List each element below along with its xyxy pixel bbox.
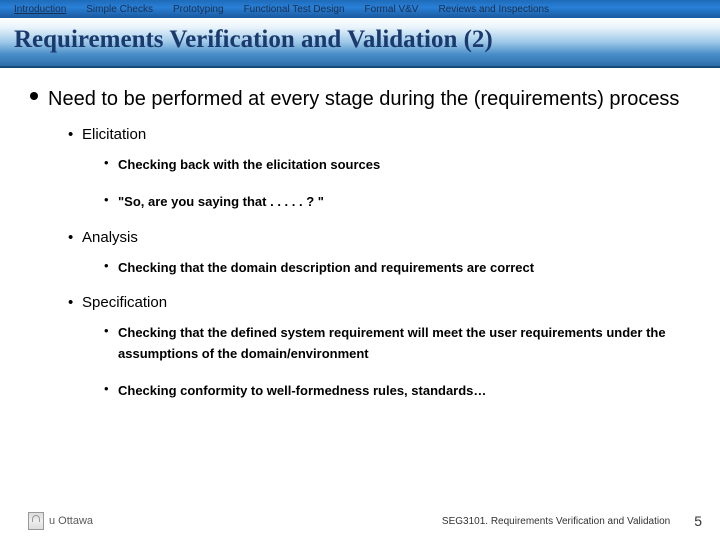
footer-right: SEG3101. Requirements Verification and V… [442,513,702,529]
main-bullet-text: Need to be performed at every stage duri… [48,86,688,112]
sub-sub-text: Checking back with the elicitation sourc… [118,155,688,176]
bullet-dot-icon [30,92,38,100]
nav-item-functional-test[interactable]: Functional Test Design [234,4,355,15]
nav-item-formal-vv[interactable]: Formal V&V [355,4,429,15]
nav-item-prototyping[interactable]: Prototyping [163,4,234,15]
sub-sub-item: Checking back with the elicitation sourc… [104,155,688,176]
sub-sub-text: "So, are you saying that . . . . . ? " [118,192,688,213]
sub-sub-list: Checking that the defined system require… [104,323,688,401]
content-area: Need to be performed at every stage duri… [0,68,720,402]
sub-label: Analysis [82,229,688,246]
sub-item-analysis: Analysis Checking that the domain descri… [68,229,688,279]
university-building-icon [28,512,44,530]
nav-item-simple-checks[interactable]: Simple Checks [76,4,163,15]
sub-sub-text: Checking that the defined system require… [118,323,688,365]
footer-course-text: SEG3101. Requirements Verification and V… [442,516,670,527]
sub-list: Elicitation Checking back with the elici… [68,126,688,402]
logo: u Ottawa [28,512,93,530]
page-number: 5 [694,513,702,529]
sub-sub-item: "So, are you saying that . . . . . ? " [104,192,688,213]
logo-text: u Ottawa [49,515,93,527]
sub-item-elicitation: Elicitation Checking back with the elici… [68,126,688,213]
sub-label: Elicitation [82,126,688,143]
sub-sub-text: Checking that the domain description and… [118,258,688,279]
title-band: Requirements Verification and Validation… [0,18,720,68]
sub-sub-list: Checking that the domain description and… [104,258,688,279]
slide-title: Requirements Verification and Validation… [14,26,493,54]
nav-item-introduction[interactable]: Introduction [4,4,76,15]
sub-sub-item: Checking that the domain description and… [104,258,688,279]
sub-item-specification: Specification Checking that the defined … [68,294,688,401]
main-bullet: Need to be performed at every stage duri… [48,86,688,112]
sub-sub-item: Checking that the defined system require… [104,323,688,365]
nav-bar: Introduction Simple Checks Prototyping F… [0,0,720,18]
sub-sub-text: Checking conformity to well-formedness r… [118,381,688,402]
sub-sub-list: Checking back with the elicitation sourc… [104,155,688,213]
sub-label: Specification [82,294,688,311]
nav-item-reviews[interactable]: Reviews and Inspections [428,4,559,15]
sub-sub-item: Checking conformity to well-formedness r… [104,381,688,402]
footer: u Ottawa SEG3101. Requirements Verificat… [0,512,720,530]
